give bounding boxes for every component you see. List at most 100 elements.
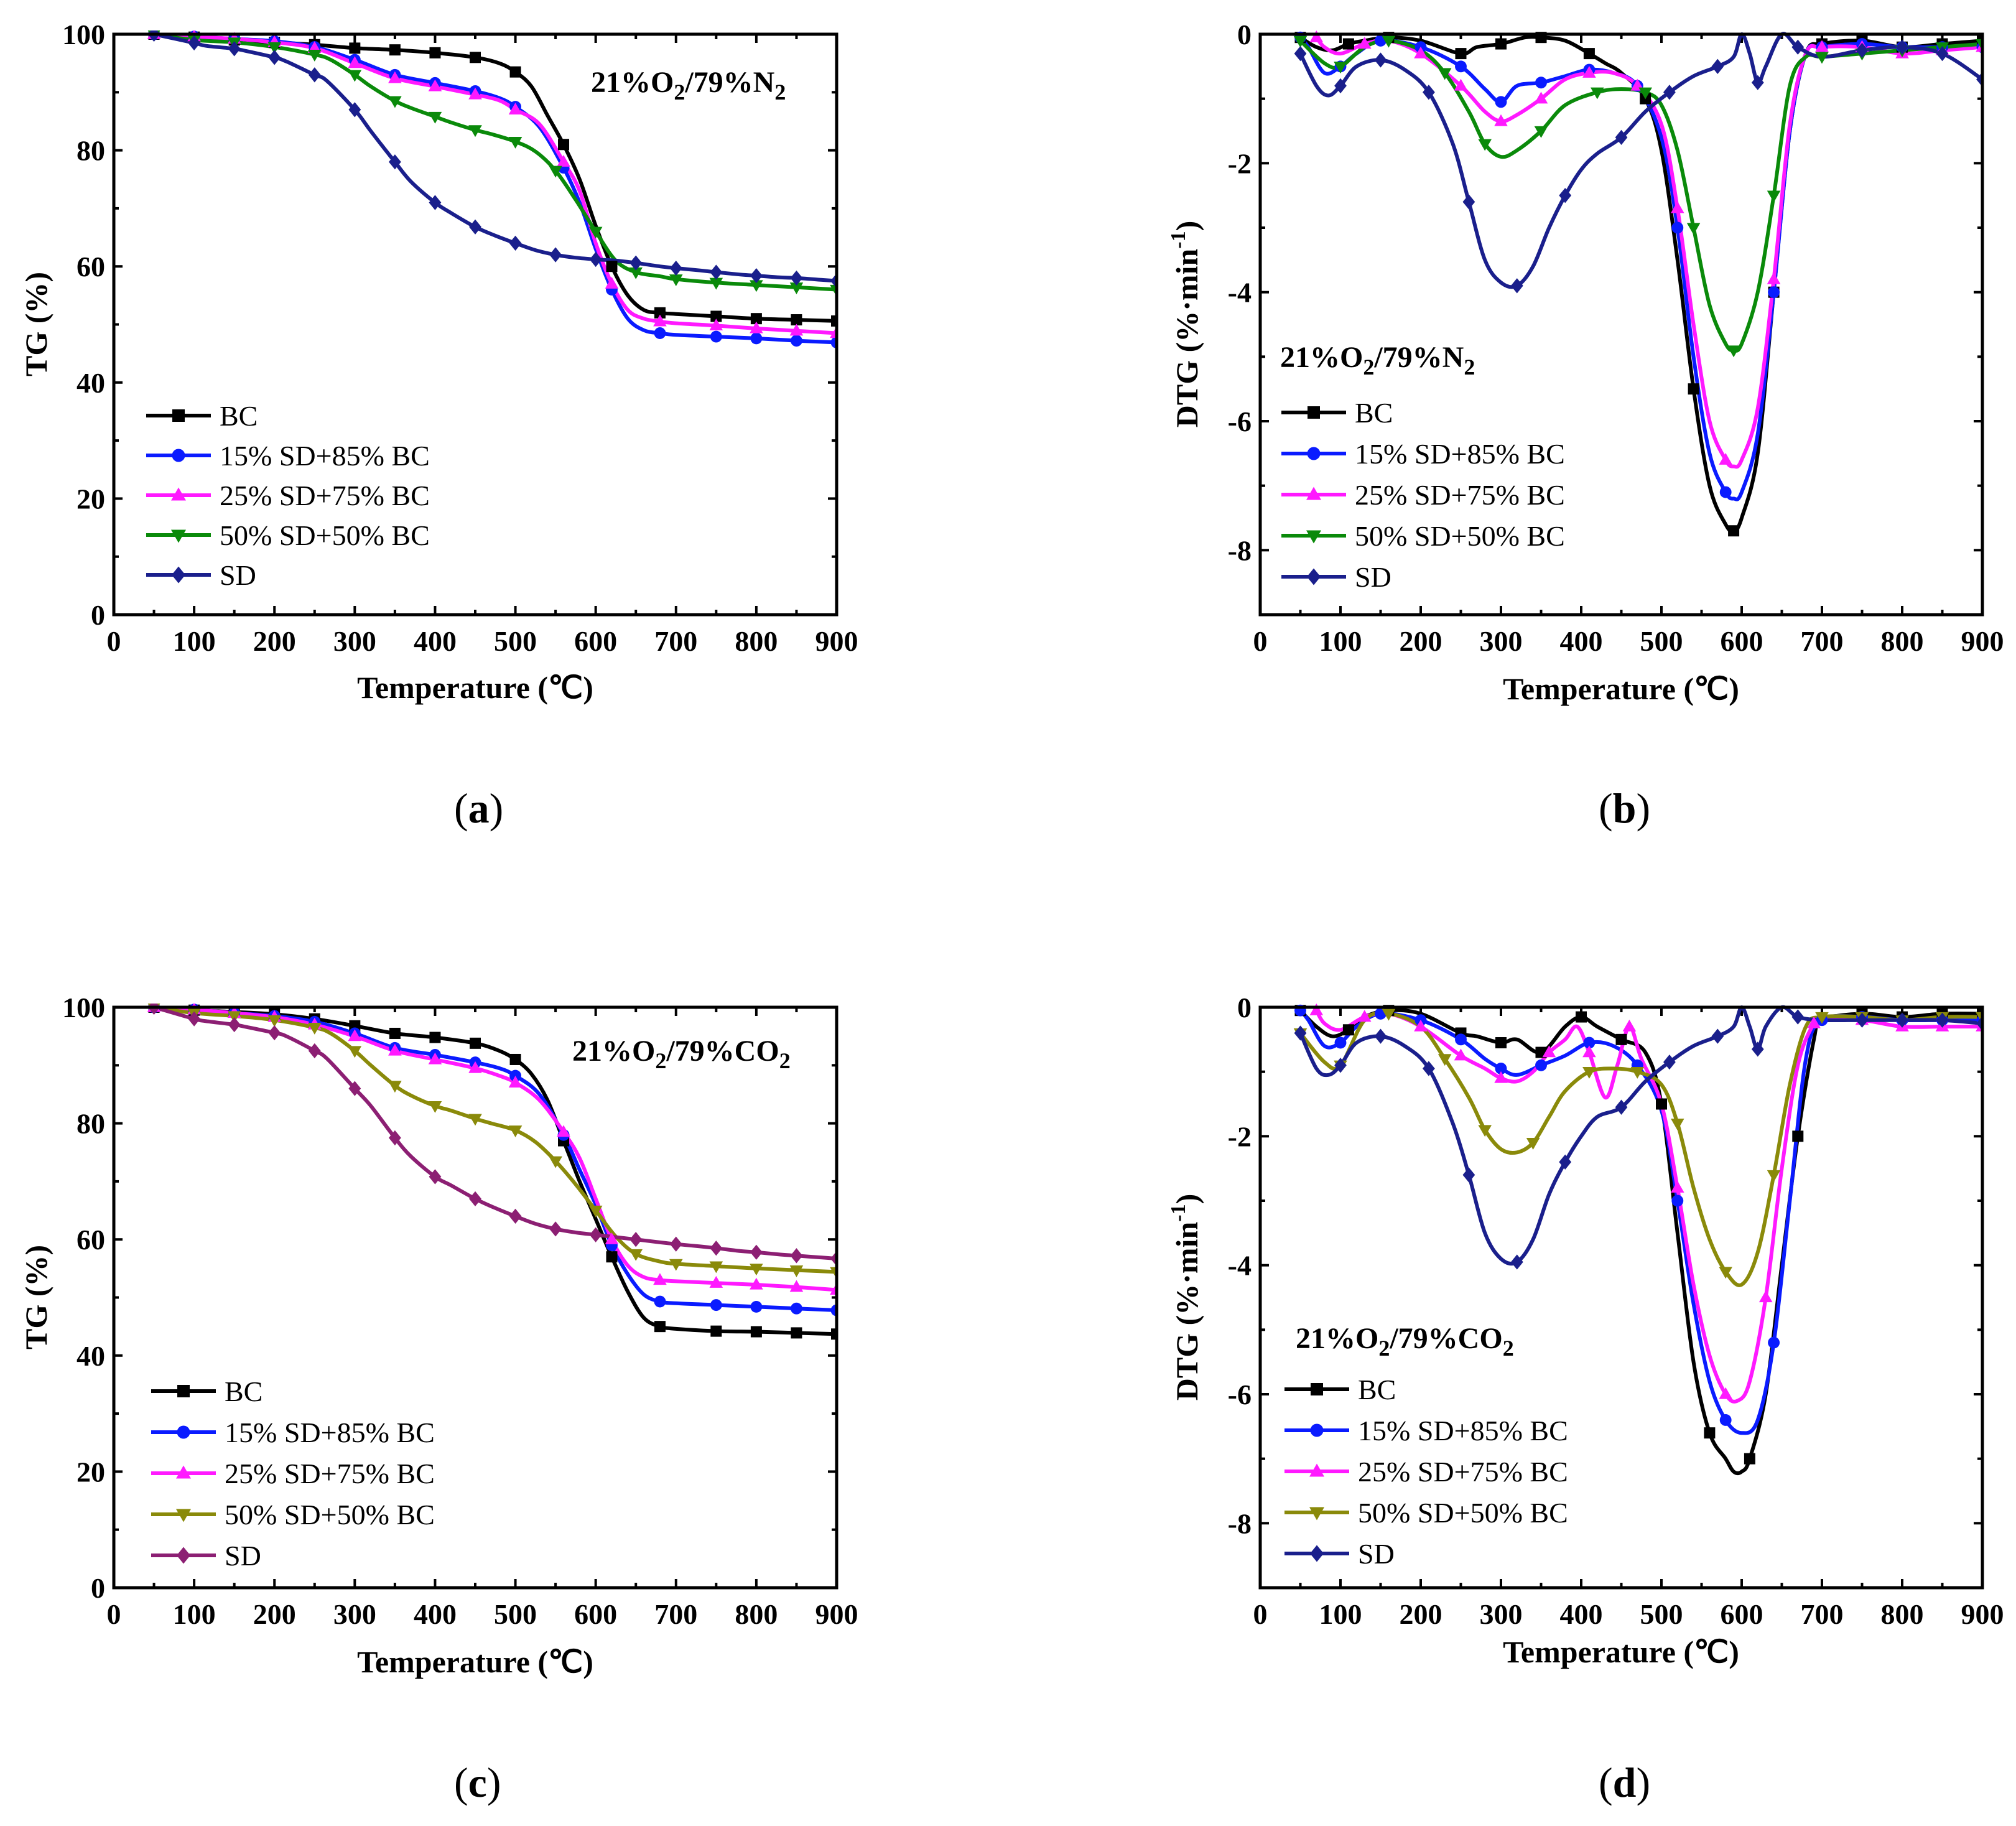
- panel-label: (c): [454, 1759, 501, 1806]
- legend-marker: [1309, 1463, 1324, 1477]
- atmosphere-annotation: 21%O2/79%CO2: [572, 1035, 791, 1073]
- data-point-marker: [710, 1325, 722, 1337]
- data-point-marker: [307, 50, 322, 62]
- data-point-marker: [1671, 1181, 1684, 1193]
- data-point-marker: [468, 87, 482, 100]
- x-tick-label: 600: [1721, 1598, 1763, 1630]
- data-point-marker: [1582, 1067, 1596, 1079]
- data-point-marker: [1719, 1414, 1732, 1426]
- legend-marker: [1310, 1545, 1324, 1562]
- data-point-marker: [349, 42, 361, 54]
- y-tick-label: -8: [1228, 1507, 1252, 1539]
- data-point-marker: [1622, 1019, 1637, 1032]
- data-point-marker: [470, 1037, 481, 1049]
- data-point-marker: [388, 154, 401, 170]
- data-point-marker: [308, 67, 321, 83]
- data-point-marker: [469, 1191, 481, 1207]
- legend-label: BC: [225, 1376, 262, 1407]
- data-point-marker: [1896, 39, 1908, 55]
- data-point-marker: [1342, 38, 1354, 50]
- legend-marker: [172, 566, 185, 584]
- data-point-marker: [1455, 60, 1467, 73]
- x-tick-label: 800: [735, 625, 778, 657]
- data-point-marker: [710, 1241, 723, 1256]
- data-point-marker: [669, 274, 683, 286]
- atmosphere-annotation: 21%O2/79%N2: [1280, 341, 1475, 380]
- x-tick-label: 700: [1801, 1598, 1844, 1630]
- legend-label: BC: [1355, 397, 1393, 429]
- data-point-marker: [1767, 190, 1781, 203]
- series-line-sd: [153, 32, 837, 283]
- data-point-marker: [1768, 1336, 1780, 1349]
- data-point-marker: [188, 1011, 201, 1027]
- panel-label: (a): [454, 785, 503, 832]
- data-point-marker: [789, 1280, 804, 1292]
- data-point-marker: [791, 314, 802, 326]
- data-point-marker: [1719, 452, 1732, 465]
- data-point-marker: [605, 1232, 619, 1244]
- data-point-marker: [1719, 1387, 1732, 1399]
- data-point-marker: [429, 47, 441, 58]
- legend: BC 15% SD+85% BC 25% SD+75% BC 50% SD+50% B…: [1281, 397, 1565, 593]
- data-point-marker: [549, 247, 562, 263]
- x-axis-title: Temperature (℃): [1503, 1634, 1739, 1669]
- data-point-marker: [1334, 1036, 1347, 1049]
- data-point-marker: [669, 1236, 682, 1252]
- data-point-marker: [629, 255, 643, 271]
- data-point-marker: [268, 1025, 281, 1041]
- y-tick-label: 100: [62, 19, 105, 50]
- series-line-50-sd-50-bc: [1299, 39, 1982, 353]
- data-point-marker: [1510, 278, 1523, 294]
- data-point-marker: [1495, 38, 1507, 50]
- data-point-marker: [790, 1248, 803, 1264]
- data-point-marker: [1455, 1033, 1467, 1046]
- data-point-marker: [1663, 1054, 1676, 1070]
- data-point-marker: [750, 1244, 763, 1260]
- annotation-subscript: 2: [655, 1048, 666, 1073]
- x-tick-label: 900: [815, 625, 858, 657]
- data-point-marker: [1758, 1290, 1773, 1303]
- data-point-marker: [1615, 129, 1628, 146]
- y-tick-label: 40: [77, 1340, 105, 1372]
- data-point-marker: [831, 1328, 837, 1340]
- data-point-marker: [267, 42, 282, 54]
- data-point-marker: [750, 313, 762, 325]
- legend: BC 15% SD+85% BC 25% SD+75% BC 50% SD+50% B…: [146, 400, 430, 591]
- x-tick-label: 100: [1319, 625, 1362, 657]
- data-point-marker: [709, 319, 723, 331]
- data-point-marker: [605, 276, 619, 289]
- x-tick-label: 300: [1480, 625, 1523, 657]
- annotation-subscript: 2: [1378, 1336, 1390, 1361]
- y-axis-title-main: DTG (%·min: [1169, 249, 1204, 428]
- panel-letter: d: [1613, 1759, 1637, 1806]
- legend-marker: [177, 1385, 190, 1397]
- data-point-marker: [428, 79, 442, 91]
- data-point-marker: [588, 226, 603, 239]
- data-point-marker: [1807, 1016, 1821, 1028]
- series-layer: [1293, 30, 1982, 537]
- data-point-marker: [606, 1251, 618, 1263]
- legend-label: BC: [220, 400, 258, 432]
- x-axis-title: Temperature (℃): [357, 1644, 593, 1679]
- x-tick-label: 900: [1961, 1598, 2004, 1630]
- data-point-marker: [790, 270, 803, 286]
- data-point-marker: [1583, 1036, 1596, 1049]
- series-layer: [1293, 1004, 1982, 1476]
- data-point-marker: [1583, 48, 1595, 60]
- y-tick-label: 20: [77, 483, 105, 515]
- data-point-marker: [509, 1053, 521, 1065]
- x-tick-label: 500: [494, 1598, 537, 1630]
- legend-label: BC: [1358, 1374, 1396, 1405]
- legend-label: 25% SD+75% BC: [225, 1458, 435, 1489]
- legend-label: 15% SD+85% BC: [220, 440, 430, 472]
- legend-marker: [1310, 1423, 1324, 1437]
- x-tick-label: 500: [494, 625, 537, 657]
- data-point-marker: [470, 52, 481, 63]
- data-point-marker: [1791, 1009, 1805, 1025]
- data-point-marker: [1728, 525, 1740, 537]
- data-point-marker: [1382, 35, 1396, 48]
- data-point-marker: [629, 1232, 643, 1247]
- data-point-marker: [830, 284, 837, 297]
- data-point-marker: [1294, 45, 1307, 62]
- data-point-marker: [750, 1326, 762, 1338]
